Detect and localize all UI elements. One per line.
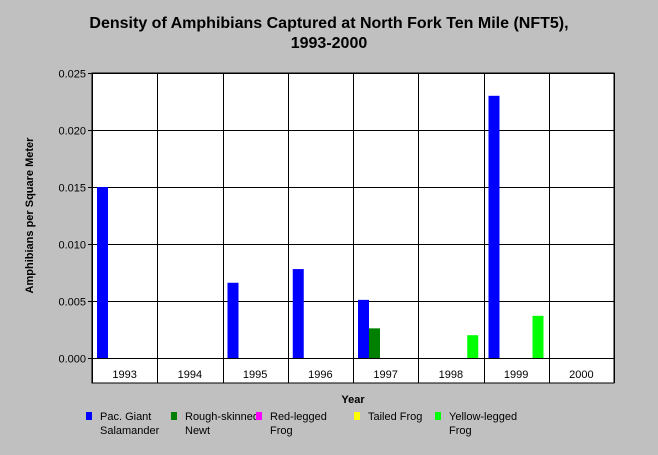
chart-title: Density of Amphibians Captured at North … <box>0 14 658 54</box>
y-tick-label: 0.010 <box>58 240 86 252</box>
legend: Pac. Giant Salamander Rough-skinned Newt Red… <box>86 410 646 450</box>
x-tick-label: 1993 <box>112 369 136 381</box>
bar-yellow-legged-frog <box>532 315 544 358</box>
bar-pac-giant-salamander <box>227 282 239 358</box>
y-tick-label: 0.020 <box>58 126 86 138</box>
bar-pac-giant-salamander <box>358 299 369 358</box>
x-tick-label: 1999 <box>504 369 528 381</box>
chart-title-line-1: Density of Amphibians Captured at North … <box>89 15 569 32</box>
y-tick-label: 0.015 <box>58 183 86 195</box>
bar-pac-giant-salamander <box>292 269 304 358</box>
legend-label: Pac. Giant Salamander <box>100 411 160 437</box>
y-tick-label: 0.000 <box>58 354 86 366</box>
x-tick-label: 2000 <box>569 369 593 381</box>
y-axis-title: Amphibians per Square Meter <box>24 137 36 294</box>
legend-swatch <box>435 412 441 420</box>
x-tick-label: 1996 <box>308 369 332 381</box>
x-tick-label: 1998 <box>439 369 463 381</box>
bar-pac-giant-salamander <box>97 187 108 358</box>
x-axis-title: Year <box>341 394 365 406</box>
chart-title-line-2: 1993-2000 <box>290 35 368 52</box>
bar-yellow-legged-frog <box>467 335 479 358</box>
legend-label: Yellow-legged Frog <box>449 411 518 437</box>
x-tick-label: 1994 <box>178 369 202 381</box>
legend-label: Tailed Frog <box>368 411 423 423</box>
y-tick-label: 0.025 <box>58 69 86 81</box>
x-tick-label: 1995 <box>243 369 267 381</box>
legend-swatch <box>256 412 262 420</box>
legend-swatch <box>171 412 177 420</box>
bar-pac-giant-salamander <box>488 95 500 359</box>
legend-label: Rough-skinned Newt <box>185 411 259 437</box>
legend-swatch <box>354 412 360 420</box>
legend-label: Red-legged Frog <box>270 411 327 437</box>
legend-swatch <box>86 412 92 420</box>
bar-rough-skinned-newt <box>369 328 380 358</box>
x-tick-label: 1997 <box>373 369 397 381</box>
y-tick-label: 0.005 <box>58 297 86 309</box>
